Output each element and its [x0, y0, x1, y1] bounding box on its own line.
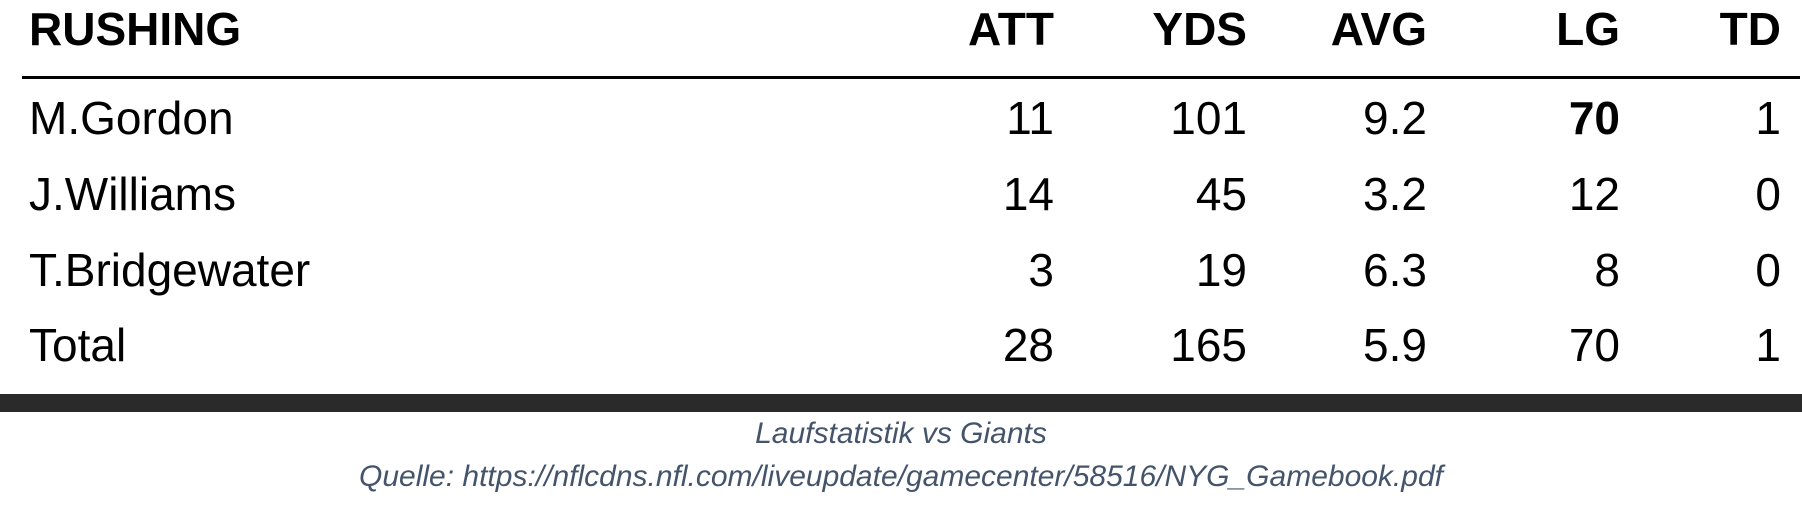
stat-cell: 8: [1594, 244, 1620, 296]
stat-cell: 0: [1755, 244, 1781, 296]
stat-cell: 1: [1755, 319, 1781, 371]
column-header: YDS: [1152, 3, 1247, 55]
stat-cell: 12: [1568, 168, 1620, 220]
stat-cell: 19: [1195, 244, 1247, 296]
stat-cell: 165: [1170, 319, 1247, 371]
stat-cell: 14: [1002, 168, 1054, 220]
caption-title: Laufstatistik vs Giants: [755, 417, 1047, 450]
stat-cell: 45: [1195, 168, 1247, 220]
column-header: RUSHING: [29, 3, 242, 55]
stat-cell: 101: [1170, 92, 1247, 144]
divider-bar: [0, 394, 1802, 412]
caption-source: Quelle: https://nflcdns.nfl.com/liveupda…: [359, 460, 1443, 493]
column-header: LG: [1556, 3, 1620, 55]
stat-cell: 5.9: [1363, 319, 1427, 371]
stat-cell: 6.3: [1363, 244, 1427, 296]
stat-cell: 9.2: [1363, 92, 1427, 144]
player-name: J.Williams: [29, 168, 236, 220]
column-header: AVG: [1330, 3, 1427, 55]
stat-cell: 3: [1028, 244, 1054, 296]
column-header: TD: [1719, 3, 1781, 55]
column-header: ATT: [967, 3, 1054, 55]
stat-cell: 70: [1568, 319, 1620, 371]
stat-cell: 1: [1755, 92, 1781, 144]
header-rule: [22, 76, 1800, 79]
stat-cell: 11: [1006, 92, 1054, 144]
stat-cell: 3.2: [1363, 168, 1427, 220]
player-name: M.Gordon: [29, 92, 234, 144]
player-name: T.Bridgewater: [29, 244, 311, 296]
player-name: Total: [29, 319, 127, 371]
stat-cell: 0: [1755, 168, 1781, 220]
stat-cell: 70: [1568, 92, 1620, 144]
stat-cell: 28: [1002, 319, 1054, 371]
